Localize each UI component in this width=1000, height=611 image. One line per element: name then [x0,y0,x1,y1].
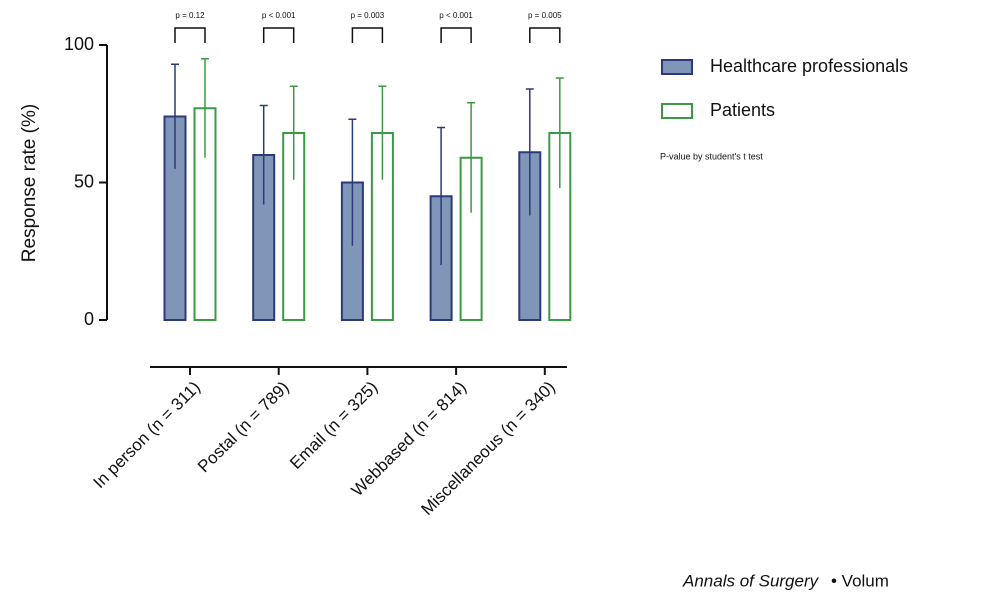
x-tick-label: Email (n = 325) [286,378,381,473]
significance-bracket [174,27,206,43]
note: P-value by student's t test [660,151,763,161]
legend-swatch [661,59,693,75]
y-tick-label: 100 [64,34,94,54]
p-value: p < 0.001 [262,11,296,20]
source-journal: Annals of Surgery [682,571,820,590]
source-rest: • Volum [831,571,889,590]
p-value: p = 0.12 [175,11,205,20]
p-value: p < 0.001 [439,11,473,20]
significance-bracket [529,27,561,43]
legend-label: Patients [710,100,775,120]
y-tick-label: 0 [84,309,94,329]
significance-bracket [440,27,472,43]
significance-bracket [351,27,384,43]
legend-swatch [661,103,693,119]
p-value: p = 0.003 [351,11,385,20]
p-value: p = 0.005 [528,11,562,20]
legend-label: Healthcare professionals [710,56,908,76]
significance-bracket [262,27,295,43]
x-tick-label: In person (n = 311) [90,378,204,492]
y-tick-label: 50 [74,171,94,191]
x-tick-label: Postal (n = 789) [194,378,293,477]
y-axis-label: Response rate (%) [19,104,40,262]
